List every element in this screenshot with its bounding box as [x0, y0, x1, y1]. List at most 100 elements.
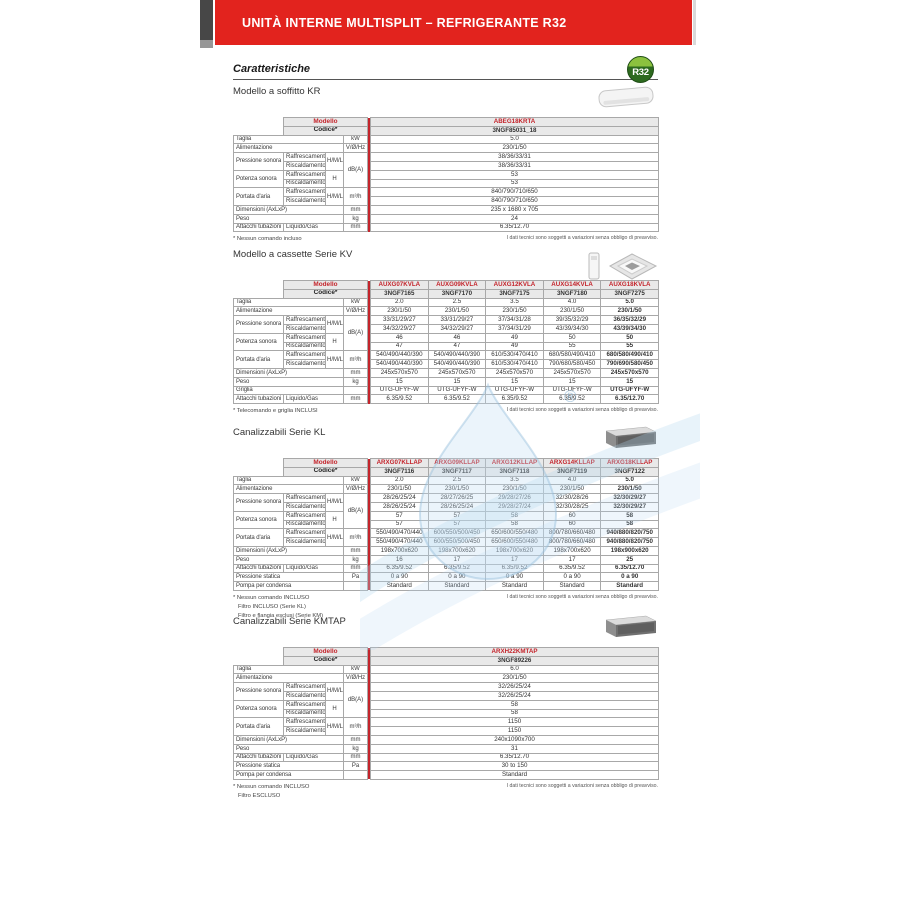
- value-cell: 5.0: [370, 134, 659, 145]
- codice-header: Codice*: [283, 466, 368, 477]
- sub-label: Riscaldamento: [283, 160, 326, 171]
- value-cell: 29/28/27/26: [485, 493, 544, 503]
- value-cell: 32/30/28/26: [542, 493, 602, 503]
- value-cell: 230/1/50: [542, 484, 602, 495]
- unit-label: dB(A): [343, 152, 368, 189]
- value-cell: 3.5: [485, 297, 544, 308]
- spec-row: Alimentazione V/Ø/Hz 230/1/50: [233, 673, 659, 684]
- spec-row: Riscaldamento 53: [234, 178, 659, 189]
- value-cell: 15: [370, 376, 429, 387]
- mode-label: H: [325, 699, 344, 719]
- spec-row: Taglia kW 6.0: [233, 664, 659, 675]
- value-cell: 800/780/660/480: [542, 537, 602, 547]
- mode-label: H/M/L/Q: [325, 682, 344, 701]
- value-cell: 57: [370, 510, 429, 521]
- blank-cell: [233, 280, 284, 299]
- value-cell: 15: [600, 376, 659, 387]
- model-code: 3NGF7180: [542, 288, 602, 299]
- value-cell: 17: [485, 554, 544, 565]
- value-cell: 58: [370, 699, 659, 710]
- sub-label: Riscaldamento: [283, 196, 326, 206]
- value-cell: UTG-UFYF-W: [485, 385, 544, 396]
- modello-header: Modello: [283, 458, 368, 468]
- value-cell: 240x1090x700: [370, 734, 659, 745]
- row-label: Dimensioni (AxLxP): [233, 367, 344, 378]
- value-cell: 38/36/33/31: [370, 152, 659, 162]
- red-divider: [367, 458, 371, 591]
- spec-table: Modello ARXH22KMTAP Codice* 3NGF89226 Taglia…: [233, 647, 659, 780]
- note-line: * Nessun comando INCLUSO: [233, 594, 310, 601]
- disclaimer: I dati tecnici sono soggetti a variazion…: [506, 782, 658, 789]
- value-cell: 30 to 150: [370, 761, 659, 772]
- row-label: Attacchi tubazioni: [233, 222, 284, 233]
- mode-label: H/M/L/Q: [325, 493, 344, 512]
- value-cell: 6.35/9.52: [427, 394, 487, 405]
- sub-label: Riscaldamento: [283, 359, 326, 369]
- value-cell: 790/690/580/450: [600, 359, 659, 369]
- row-label: Dimensioni (AxLxP): [233, 545, 344, 556]
- section-heading: Canalizzabili Serie KMTAP: [233, 616, 346, 627]
- sub-label: Riscaldamento: [283, 178, 326, 189]
- value-cell: 3.5: [485, 475, 544, 486]
- blank-cell: [233, 458, 284, 477]
- value-cell: 245x570x570: [370, 367, 429, 378]
- value-cell: 1150: [370, 726, 659, 736]
- model-name: ARXG12KLLAP: [485, 458, 544, 468]
- value-cell: 47: [427, 341, 487, 352]
- value-cell: 198x700x620: [542, 545, 602, 556]
- sub-label: Raffrescamento: [283, 187, 326, 198]
- value-cell: 230/1/50: [370, 143, 659, 154]
- sub-label: Riscaldamento: [283, 726, 326, 736]
- note-line: Filtro INCLUSO (Serie KL): [238, 603, 306, 610]
- model-code: 3NGF7165: [370, 288, 429, 299]
- value-cell: 15: [542, 376, 602, 387]
- value-cell: 55: [542, 341, 602, 352]
- model-code: 3NGF7118: [485, 466, 544, 477]
- row-label: Attacchi tubazioni: [233, 563, 284, 574]
- model-name: ARXH22KMTAP: [370, 647, 659, 657]
- value-cell: 24: [370, 213, 659, 224]
- value-cell: 16: [370, 554, 429, 565]
- spec-row: Attacchi tubazioni Liquido/Gas mm 6.35/9.52…: [233, 563, 659, 574]
- section-heading: Canalizzabili Serie KL: [233, 427, 326, 438]
- value-cell: 34/32/29/27: [427, 323, 487, 334]
- value-cell: 198x900x620: [600, 545, 659, 556]
- disclaimer: I dati tecnici sono soggetti a variazion…: [506, 235, 658, 242]
- spec-row: Pompa per condensa Standard: [233, 770, 659, 780]
- sub-label: Raffrescamento: [283, 152, 326, 162]
- unit-label: m³/h: [343, 528, 368, 547]
- notes-block: * Nessun comando incluso: [233, 235, 302, 244]
- value-cell: 17: [427, 554, 487, 565]
- value-cell: 540/490/440/390: [427, 359, 487, 369]
- value-cell: 6.35/12.70: [370, 752, 659, 763]
- spec-row: Attacchi tubazioni Liquido/Gas mm 6.35/9.52…: [233, 394, 659, 405]
- unit-label: mm: [343, 222, 368, 233]
- ceiling-unit-image: [596, 82, 656, 117]
- sub-label: Raffrescamento: [283, 169, 326, 180]
- table-footnotes: * Nessun comando INCLUSO Filtro ESCLUSO I …: [233, 783, 658, 801]
- row-label: Pressione statica: [233, 761, 344, 772]
- spec-row: Griglia UTG-UFYF-W UTG-UFYF-W UTG-UFYF-W UTG…: [233, 385, 659, 396]
- model-row: Modello ARXH22KMTAP: [233, 647, 659, 780]
- table-footnotes: * Telecomando e griglia INCLUSI I dati te…: [233, 407, 658, 416]
- value-cell: 840/790/710/650: [370, 187, 659, 198]
- value-cell: 2.0: [370, 475, 429, 486]
- value-cell: 49: [485, 332, 544, 343]
- value-cell: 6.35/9.52: [485, 563, 544, 574]
- value-cell: 800/780/660/480: [542, 528, 602, 539]
- value-cell: 29/28/27/24: [485, 501, 544, 512]
- value-cell: 46: [427, 332, 487, 343]
- spec-row: Peso kg 24: [233, 213, 659, 224]
- unit-label: [343, 770, 368, 780]
- unit-label: mm: [343, 752, 368, 763]
- duct-unit-image: [600, 612, 658, 645]
- value-cell: 540/490/440/390: [370, 350, 429, 361]
- unit-label: m³/h: [343, 717, 368, 736]
- spine-bar-secondary: [200, 40, 213, 48]
- value-cell: 245x570x570: [485, 367, 544, 378]
- spec-row: Dimensioni (AxLxP) mm 198x700x620 198x700x6…: [233, 545, 659, 556]
- value-cell: 0 a 90: [600, 572, 659, 583]
- value-cell: 2.5: [427, 297, 487, 308]
- model-name: ARXG09KLLAP: [427, 458, 487, 468]
